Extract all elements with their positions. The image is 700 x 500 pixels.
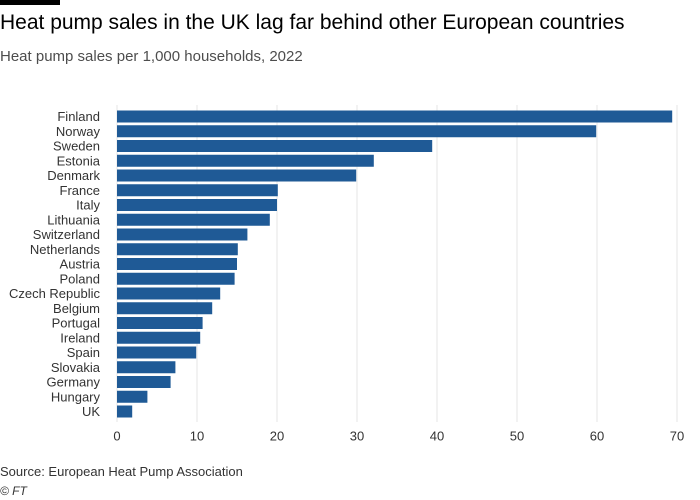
category-label: Denmark	[47, 168, 100, 183]
category-label: Netherlands	[30, 242, 101, 257]
category-label: Czech Republic	[9, 286, 101, 301]
bar-belgium	[117, 302, 213, 315]
bar-finland	[117, 110, 673, 123]
bar-slovakia	[117, 361, 176, 374]
bar-sweden	[117, 140, 433, 152]
bar-estonia	[117, 154, 374, 167]
x-tick-label: 40	[430, 429, 444, 444]
category-label: Sweden	[53, 139, 100, 154]
x-tick-label: 50	[510, 429, 524, 444]
bar-switzerland	[117, 228, 248, 241]
bar-chart: FinlandNorwaySwedenEstoniaDenmarkFranceI…	[9, 105, 684, 444]
category-label: Italy	[76, 198, 100, 213]
x-axis-tick-labels: 0 10 20 30 40 50 60 70	[113, 429, 684, 444]
bar-netherlands	[117, 243, 238, 256]
x-tick-label: 30	[350, 429, 364, 444]
category-label: Portugal	[52, 316, 101, 331]
bar-germany	[117, 376, 171, 388]
category-label: Lithuania	[47, 212, 101, 227]
bar-ireland	[117, 331, 201, 344]
bar-poland	[117, 272, 235, 285]
x-tick-label: 60	[590, 429, 604, 444]
bar-austria	[117, 258, 237, 270]
source-note: Source: European Heat Pump Association	[0, 464, 243, 479]
bar-denmark	[117, 169, 357, 182]
category-label: Finland	[57, 109, 100, 124]
bar-czech-republic	[117, 287, 221, 300]
x-tick-label: 0	[113, 429, 120, 444]
bar-lithuania	[117, 213, 270, 226]
category-label: Germany	[47, 375, 101, 390]
category-label: Ireland	[60, 330, 100, 345]
category-label: Belgium	[53, 301, 100, 316]
chart-title: Heat pump sales in the UK lag far behind…	[0, 11, 625, 34]
category-labels: FinlandNorwaySwedenEstoniaDenmarkFranceI…	[9, 109, 101, 419]
category-label: Austria	[60, 257, 101, 272]
bar-uk	[117, 405, 133, 418]
bar-hungary	[117, 390, 148, 403]
category-label: Norway	[56, 124, 101, 139]
bars	[117, 110, 673, 418]
category-label: Hungary	[51, 389, 101, 404]
chart-subtitle: Heat pump sales per 1,000 households, 20…	[0, 48, 303, 65]
category-label: Switzerland	[33, 227, 100, 242]
x-tick-label: 70	[670, 429, 684, 444]
category-label: Spain	[67, 345, 100, 360]
category-label: Poland	[60, 271, 100, 286]
category-label: Estonia	[57, 153, 101, 168]
ft-top-rule	[0, 0, 60, 5]
category-label: Slovakia	[51, 360, 101, 375]
x-tick-label: 10	[190, 429, 204, 444]
category-label: UK	[82, 404, 100, 419]
category-label: France	[60, 183, 100, 198]
bar-italy	[117, 199, 277, 211]
bar-portugal	[117, 317, 203, 329]
bar-france	[117, 184, 278, 197]
ft-credit: © FT	[0, 484, 27, 498]
x-tick-label: 20	[270, 429, 284, 444]
bar-spain	[117, 346, 197, 359]
bar-norway	[117, 125, 597, 138]
